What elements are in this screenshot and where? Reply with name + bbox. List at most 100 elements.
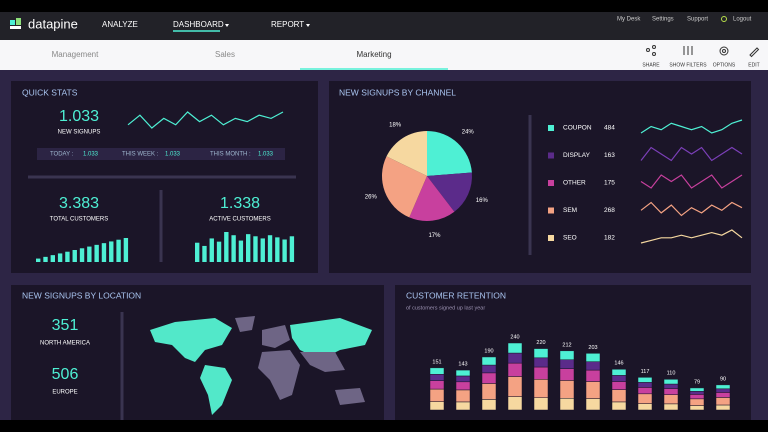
- bar-segment: [507, 362, 523, 377]
- bar-segment: [637, 387, 653, 395]
- bar-segment: [689, 398, 705, 406]
- period-value: 1.033: [258, 152, 274, 158]
- slice-label: 16%: [476, 198, 489, 204]
- tab[interactable]: Marketing: [356, 50, 391, 59]
- action-label[interactable]: SHARE: [642, 62, 660, 68]
- legend-label: SEO: [563, 235, 577, 242]
- mini-bar: [43, 256, 48, 262]
- bar-segment: [663, 383, 679, 389]
- bar-segment: [611, 389, 627, 403]
- legend-label: SEM: [563, 207, 577, 214]
- legend-label: DISPLAY: [563, 152, 591, 159]
- bar-segment: [663, 394, 679, 405]
- period-value: 1.033: [165, 152, 181, 158]
- mini-bar: [216, 241, 222, 262]
- mini-bar: [79, 248, 85, 262]
- nav-link[interactable]: Support: [687, 17, 708, 23]
- bar-segment: [585, 361, 601, 371]
- bar-segment: [689, 387, 705, 392]
- action-label[interactable]: EDIT: [748, 62, 759, 68]
- mini-bar: [101, 243, 107, 262]
- tab[interactable]: Management: [52, 50, 99, 59]
- legend-swatch: [548, 152, 554, 159]
- nav-link[interactable]: Logout: [733, 17, 752, 23]
- tab[interactable]: Sales: [215, 50, 235, 59]
- logo-icon: [10, 18, 21, 29]
- bar-segment: [559, 359, 575, 369]
- bar-segment: [611, 381, 627, 390]
- panel-title: CUSTOMER RETENTION: [406, 290, 506, 300]
- legend-count: 163: [604, 152, 615, 159]
- legend-swatch: [548, 235, 554, 241]
- logout-icon: [721, 16, 727, 22]
- logo[interactable]: datapine: [28, 16, 78, 31]
- bar-segment: [533, 397, 549, 411]
- bar-total: 79: [694, 379, 700, 385]
- bar-segment: [715, 397, 731, 406]
- letterbox: [0, 420, 768, 432]
- bar-segment: [585, 353, 601, 362]
- bar-segment: [533, 348, 549, 359]
- legend-swatch: [548, 180, 554, 186]
- slice-label: 18%: [389, 123, 402, 129]
- action-label[interactable]: SHOW FILTERS: [669, 62, 707, 68]
- action-label[interactable]: OPTIONS: [713, 62, 736, 68]
- bar-segment: [429, 388, 445, 402]
- bar-segment: [689, 394, 705, 400]
- kpi-label: ACTIVE CUSTOMERS: [209, 217, 271, 223]
- menu-item[interactable]: ANALYZE: [102, 20, 138, 29]
- kpi-value: 3.383: [59, 195, 99, 212]
- bar-segment: [637, 377, 653, 383]
- period-label: THIS MONTH :: [210, 152, 251, 158]
- legend-count: 182: [604, 235, 615, 242]
- bar-segment: [637, 382, 653, 388]
- nav-link[interactable]: My Desk: [617, 17, 641, 23]
- mini-bar: [289, 236, 295, 262]
- bar-segment: [533, 379, 549, 398]
- bar-segment: [481, 399, 497, 411]
- panel-title: QUICK STATS: [22, 87, 78, 97]
- bar-segment: [481, 364, 497, 374]
- legend-count: 268: [604, 207, 615, 214]
- legend-count: 484: [604, 125, 615, 132]
- mini-bar: [36, 258, 41, 262]
- bar-segment: [507, 352, 523, 364]
- bar-segment: [611, 375, 627, 382]
- mini-bar: [50, 255, 55, 262]
- menu-item[interactable]: DASHBOARD: [173, 20, 224, 29]
- bar-total: 143: [458, 362, 467, 368]
- mini-bar: [224, 232, 229, 262]
- kpi-value: 1.338: [220, 195, 260, 212]
- pie-slice: [386, 131, 427, 176]
- bar-segment: [585, 398, 601, 411]
- bar-segment: [611, 401, 627, 411]
- bar-segment: [585, 381, 601, 399]
- bar-segment: [715, 384, 731, 390]
- kpi-label: TOTAL CUSTOMERS: [50, 217, 108, 223]
- sparkline: [640, 146, 743, 162]
- kpi-value: 351: [52, 317, 79, 334]
- menu-item[interactable]: REPORT: [271, 20, 304, 29]
- mini-bar: [238, 240, 244, 262]
- mini-bar: [260, 238, 265, 262]
- bar-segment: [429, 367, 445, 375]
- sparkline: [640, 229, 743, 244]
- mini-bar: [72, 250, 77, 262]
- period-label: THIS WEEK :: [122, 152, 159, 158]
- bar-segment: [429, 401, 445, 411]
- bar-segment: [559, 398, 575, 411]
- legend-swatch: [548, 125, 554, 131]
- bar-total: 212: [562, 342, 571, 348]
- mini-bar: [202, 245, 207, 262]
- bar-segment: [559, 380, 575, 399]
- bar-segment: [559, 350, 575, 361]
- bar-segment: [585, 369, 601, 382]
- nav-link[interactable]: Settings: [652, 17, 674, 23]
- bar-segment: [637, 403, 653, 411]
- bar-segment: [637, 393, 653, 404]
- mini-bar: [253, 236, 258, 262]
- mini-bar: [231, 235, 236, 262]
- kpi-label: EUROPE: [52, 390, 77, 396]
- mini-bar: [57, 253, 63, 262]
- pie-slice: [427, 131, 472, 176]
